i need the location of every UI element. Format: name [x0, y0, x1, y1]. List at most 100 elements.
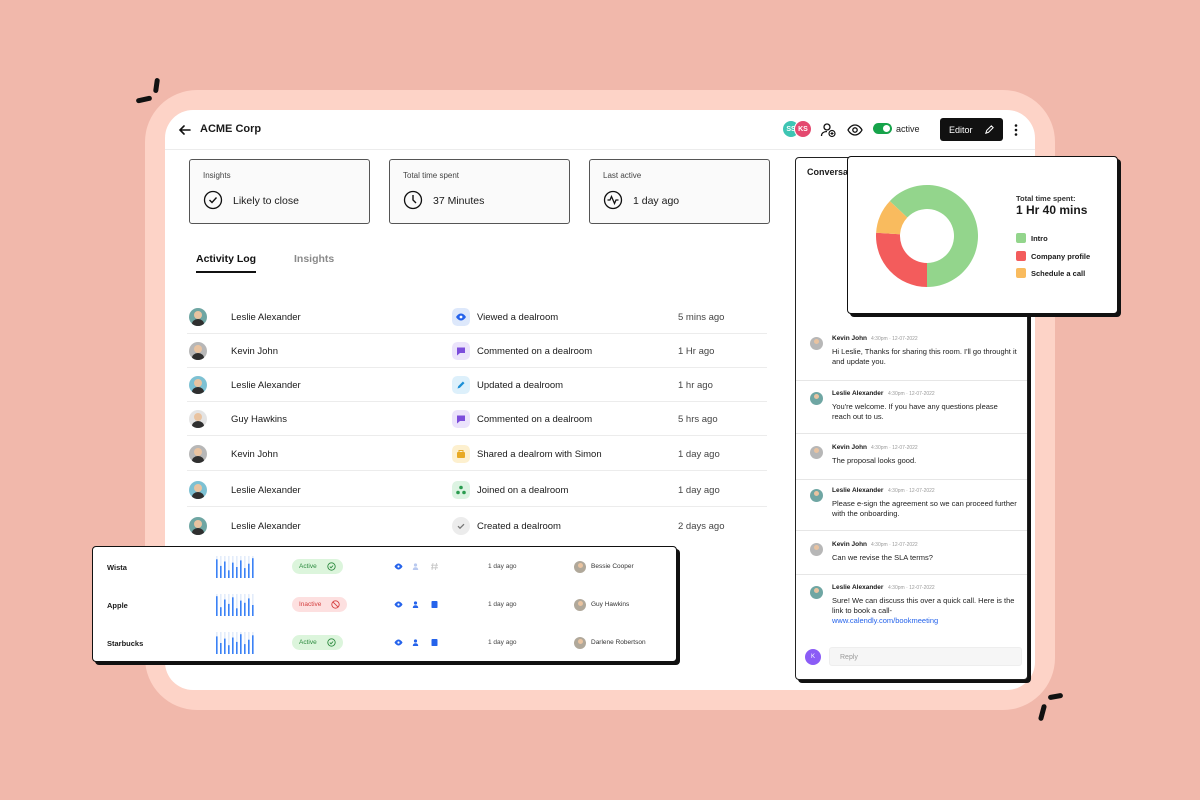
sparkline-bar: [240, 600, 242, 616]
back-arrow-icon[interactable]: [177, 122, 193, 138]
message: Kevin John 4:30pm · 12-07-2022 Hi Leslie…: [796, 331, 1027, 381]
avatar: [574, 637, 586, 649]
activity-row[interactable]: Leslie Alexander Joined on a dealroom 1 …: [187, 473, 767, 507]
message-time: 4:30pm · 12-07-2022: [871, 336, 918, 342]
message-author: Leslie Alexander: [832, 584, 884, 591]
document-icon[interactable]: [430, 600, 439, 609]
last-activity: 1 day ago: [488, 601, 517, 608]
activity-action: Created a dealroom: [477, 521, 561, 532]
sparkline-bar: [244, 568, 246, 578]
booking-link[interactable]: www.calendly.com/bookmeeting: [832, 616, 939, 625]
sparkline-bar: [244, 644, 246, 654]
blocked-icon: [331, 600, 340, 609]
document-icon[interactable]: [430, 638, 439, 647]
table-row[interactable]: Starbucks Active 1 day ago Darlene Rober…: [93, 624, 678, 662]
sparkline-bar: [228, 603, 230, 616]
check-circle-icon: [327, 562, 336, 571]
avatar: [189, 342, 207, 360]
message-body: Sure! We can discuss this over a quick c…: [832, 596, 1015, 615]
legend-swatch-company-profile: [1016, 251, 1026, 261]
check-circle-icon: [327, 638, 336, 647]
avatar: [189, 308, 207, 326]
sparkline-bar: [224, 599, 226, 616]
avatar: [810, 446, 823, 459]
share-icon: [452, 445, 470, 463]
avatar: [189, 481, 207, 499]
chart-title: Total time spent:: [1016, 194, 1076, 203]
last-activity: 1 day ago: [488, 563, 517, 570]
activity-time: 1 day ago: [678, 449, 720, 460]
avatar: [810, 543, 823, 556]
status-label: Active: [299, 639, 317, 646]
activity-row[interactable]: Kevin John Commented on a dealroom 1 Hr …: [187, 334, 767, 368]
sparkline-bar: [240, 634, 242, 654]
message-time: 4:30pm · 12-07-2022: [888, 585, 935, 591]
avatar: [189, 445, 207, 463]
legend-label: Schedule a call: [1031, 269, 1086, 278]
comment-icon: [452, 410, 470, 428]
tab-insights[interactable]: Insights: [294, 253, 335, 265]
sparkline-bar: [248, 639, 250, 654]
clock-icon: [403, 190, 423, 210]
stat-value: 37 Minutes: [433, 195, 485, 207]
editor-button-label: Editor: [949, 125, 973, 135]
activity-action: Commented on a dealroom: [477, 346, 593, 357]
message-text: Please e-sign the agreement so we can pr…: [832, 499, 1017, 518]
collaborator-avatars[interactable]: SS KS: [782, 120, 818, 138]
avatar: [189, 410, 207, 428]
chart-total: 1 Hr 40 mins: [1016, 203, 1088, 217]
sparkline-track: [220, 594, 222, 616]
avatar: [810, 392, 823, 405]
sparkline-bar: [220, 607, 222, 616]
user-share-icon[interactable]: [412, 638, 421, 647]
status-badge: Inactive: [292, 597, 347, 612]
activity-row[interactable]: Leslie Alexander Viewed a dealroom 5 min…: [187, 300, 767, 334]
activity-user: Leslie Alexander: [231, 380, 301, 391]
row-actions: [394, 600, 444, 610]
add-user-icon[interactable]: [820, 122, 836, 138]
eye-icon[interactable]: [847, 122, 863, 138]
avatar: [189, 517, 207, 535]
eye-icon[interactable]: [394, 600, 403, 609]
user-share-icon[interactable]: [412, 562, 421, 571]
sparkline-bar: [216, 636, 218, 654]
message-text: The proposal looks good.: [832, 456, 917, 465]
sparkle-decoration: [135, 95, 153, 104]
table-row[interactable]: Apple Inactive 1 day ago Guy Hawkins: [93, 586, 678, 624]
stat-card-last-active: Last active 1 day ago: [589, 159, 770, 224]
sparkline-bar: [224, 638, 226, 654]
legend-swatch-intro: [1016, 233, 1026, 243]
sparkline-bar: [216, 559, 218, 578]
eye-icon[interactable]: [394, 638, 403, 647]
sparkline-bar: [240, 560, 242, 578]
eye-icon[interactable]: [394, 562, 403, 571]
donut-slice-schedule-a-call: [876, 201, 908, 235]
page-title: ACME Corp: [200, 123, 262, 135]
avatar[interactable]: KS: [794, 120, 812, 138]
message-time: 4:30pm · 12-07-2022: [888, 488, 935, 494]
message-author: Leslie Alexander: [832, 487, 884, 494]
editor-button[interactable]: Editor: [940, 118, 1003, 141]
user-share-icon[interactable]: [412, 600, 421, 609]
more-options-icon[interactable]: [1008, 122, 1024, 138]
active-toggle[interactable]: [873, 123, 892, 134]
table-row[interactable]: Wista Active 1 day ago Bessie Cooper: [93, 548, 678, 586]
hash-icon[interactable]: [430, 562, 439, 571]
activity-row[interactable]: Leslie Alexander Updated a dealroom 1 hr…: [187, 368, 767, 402]
account-owner: Guy Hawkins: [591, 601, 630, 608]
account-name: Wista: [107, 563, 127, 572]
tab-activity-log[interactable]: Activity Log: [196, 253, 257, 273]
sparkline-bar: [228, 570, 230, 578]
sparkline-bar: [252, 558, 254, 578]
activity-row[interactable]: Kevin John Shared a dealrom with Simon 1…: [187, 437, 767, 471]
message-text: Can we revise the SLA terms?: [832, 553, 933, 562]
sparkline-bar: [248, 563, 250, 578]
check-circle-icon: [203, 190, 223, 210]
message-author: Leslie Alexander: [832, 390, 884, 397]
activity-row[interactable]: Leslie Alexander Created a dealroom 2 da…: [187, 509, 767, 543]
status-label: active: [896, 124, 920, 134]
activity-time: 1 Hr ago: [678, 346, 715, 357]
reply-input[interactable]: Reply: [829, 647, 1022, 666]
avatar: [810, 337, 823, 350]
activity-row[interactable]: Guy Hawkins Commented on a dealroom 5 hr…: [187, 402, 767, 436]
